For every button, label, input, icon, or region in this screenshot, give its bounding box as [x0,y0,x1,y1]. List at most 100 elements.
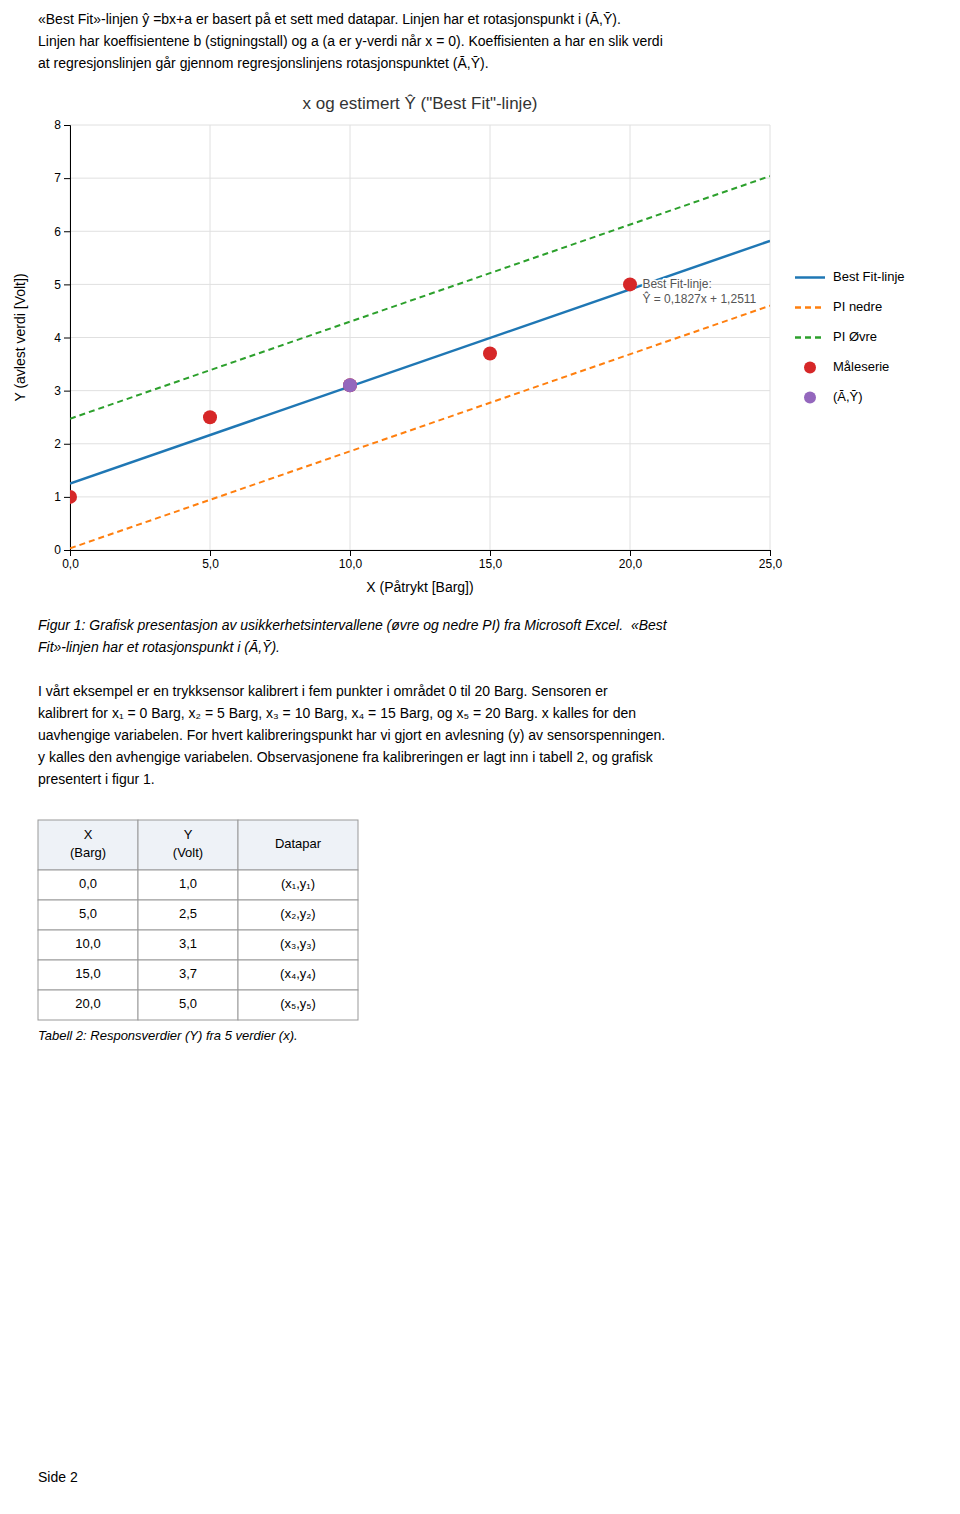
y-tick-label: 7 [54,171,61,185]
table-cell [238,990,358,1020]
annotation-line: Best Fit-linje: [642,277,711,291]
data-point [343,378,357,392]
y-tick-label: 6 [54,225,61,239]
grid-line-y [70,496,770,497]
table-cell [38,930,138,960]
grid-line-y [70,231,770,232]
y-tick-mark [64,550,70,551]
legend-swatch [795,276,825,279]
table-header-text: Datapar [275,836,322,851]
y-tick-label: 1 [54,490,61,504]
legend-swatch [804,392,816,404]
y-axis: 0 1 2 3 4 5 6 7 8 [54,118,70,557]
y-tick-label: 2 [54,437,61,451]
x-tick-mark [210,550,211,556]
table-cell [138,990,238,1020]
y-tick: 1 [54,490,70,504]
grid-line-y [70,125,770,126]
table-cell [138,930,238,960]
data-point [483,346,497,360]
y-tick-label: 3 [54,384,61,398]
legend-entry: Måleserie [804,359,889,374]
data-point [70,490,77,504]
x-tick: 25,0 [759,550,783,571]
table-cell-text: (x₁,y₁) [281,876,315,891]
y-tick-label: 4 [54,331,61,345]
legend-entry: PI Øvre [795,329,877,344]
table-cell-text: 2,5 [179,906,197,921]
legend-label: PI Øvre [833,329,877,344]
y-tick-mark [64,497,70,498]
table-header-text: (Volt) [173,845,203,860]
body-text: y kalles den avhengige variabelen. Obser… [38,749,654,765]
y-tick: 6 [54,225,70,239]
y-tick-mark [64,338,70,339]
data-point [203,410,217,424]
legend-label: Best Fit-linje [833,269,905,284]
table-cell [38,960,138,990]
table-header-text: X [84,827,93,842]
table-cell-text: 1,0 [179,876,197,891]
table-cell-text: 20,0 [75,996,100,1011]
y-tick-label: 0 [54,543,61,557]
table-cell [38,990,138,1020]
x-tick-mark [630,550,631,556]
y-tick: 4 [54,331,70,345]
body-text: kalibrert for x₁ = 0 Barg, x₂ = 5 Barg, … [38,705,636,721]
table-cell-text: 3,7 [179,966,197,981]
table-cell [238,900,358,930]
y-tick-mark [64,178,70,179]
page-number: Side 2 [38,1469,78,1485]
y-tick-mark [64,284,70,285]
table-cell-text: 5,0 [179,996,197,1011]
table-cell-text: (x₄,y₄) [280,966,316,981]
table-header-cell [238,820,358,870]
y-tick: 0 [54,543,70,557]
data-point [343,378,357,392]
table-header-cell [38,820,138,870]
y-tick-label: 8 [54,118,61,132]
legend: Best Fit-linje PI nedre PI Øvre Måleserie (Ā… [795,269,905,404]
x-tick-label: 0,0 [62,557,79,571]
x-tick: 15,0 [479,550,503,571]
legend-label: (Ā,Ȳ) [833,389,863,404]
annotation: Best Fit-linje:Ŷ = 0,1827x + 1,2511 [642,277,756,305]
x-tick: 5,0 [202,550,219,571]
y-tick: 2 [54,437,70,451]
axis-line [64,126,71,551]
series-line [70,241,770,484]
grid-line-y [70,443,770,444]
x-tick: 10,0 [339,550,363,571]
x-tick-mark [770,550,771,556]
table-cell [238,960,358,990]
legend-entry: Best Fit-linje [795,269,905,284]
figure-caption: Fit»-linjen har et rotasjonspunkt i (Ā,Ȳ… [38,639,280,655]
table: X(Barg)Y(Volt)Datapar0,01,0(x₁,y₁)5,02,5… [38,820,358,1020]
table-cell [238,930,358,960]
table-cell [38,900,138,930]
table-cell-text: (x₃,y₃) [280,936,316,951]
legend-swatch [795,306,825,309]
y-tick-mark [64,444,70,445]
table-cell-text: (x₂,y₂) [280,906,315,921]
table-header-text: (Barg) [70,845,106,860]
grid-line-y [70,337,770,338]
figure-caption: Figur 1: Grafisk presentasjon av usikker… [38,617,668,633]
y-axis-title: Y (avlest verdi [Volt]) [12,273,28,401]
table-cell [138,900,238,930]
header-text: Linjen har koeffisientene b (stigningsta… [38,33,663,49]
header-text: at regresjonslinjen går gjennom regresjo… [38,55,489,71]
y-tick-label: 5 [54,278,61,292]
grid-line-y [70,178,770,179]
table-header-cell [138,820,238,870]
table-header-text: Y [184,827,193,842]
legend-label: PI nedre [833,299,882,314]
x-tick-mark [490,550,491,556]
table-cell-text: 15,0 [75,966,100,981]
body-text: uavhengige variabelen. For hvert kalibre… [38,727,665,743]
table-caption: Tabell 2: Responsverdier (Y) fra 5 verdi… [38,1028,298,1043]
table-cell [138,960,238,990]
x-tick-label: 25,0 [759,557,783,571]
page: «Best Fit»-linjen ŷ =bx+a er basert på e… [0,0,960,1514]
table-cell [138,870,238,900]
